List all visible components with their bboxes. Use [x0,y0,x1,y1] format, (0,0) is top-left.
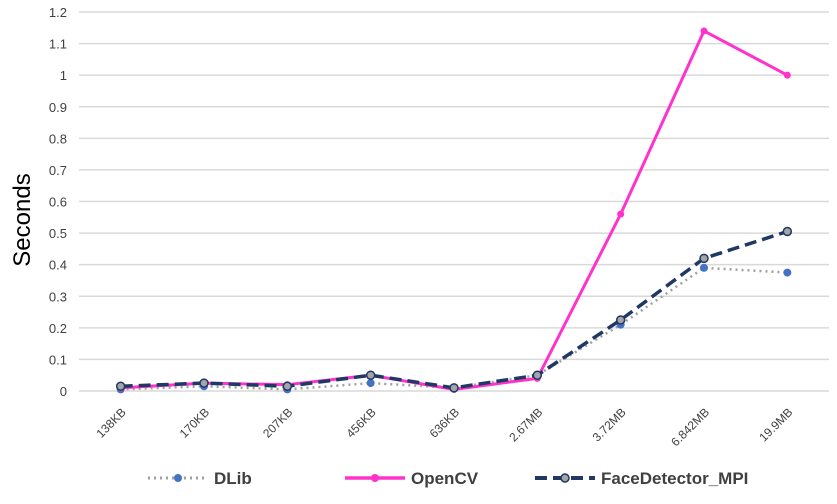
data-point [532,370,543,380]
y-axis-label: Seconds [9,173,36,266]
data-point [700,27,708,35]
x-tick-label: 170KB [177,405,212,440]
data-point [449,383,459,393]
y-tick-label: 0.1 [49,352,67,367]
y-tick-label: 0.6 [49,195,67,210]
data-point [617,210,625,218]
y-tick-label: 1.2 [49,5,67,20]
legend-item-OpenCV: OpenCV [345,469,479,488]
y-tick-label: 0.4 [49,258,67,273]
x-tick-label: 2.67MB [506,405,545,444]
series-OpenCV [117,27,791,393]
legend: DLib OpenCV FaceDetector_MPI [148,469,748,488]
data-point [783,71,791,79]
y-tick-label: 0 [60,384,67,399]
gridlines [79,11,829,392]
y-tick-label: 0.9 [49,100,67,115]
x-tick-label: 456KB [343,405,378,440]
x-tick-label: 6.842MB [668,405,712,449]
y-tick-label: 0.5 [49,226,67,241]
legend-item-DLib: DLib [148,469,252,488]
legend-label: OpenCV [411,469,479,488]
series-line [120,28,789,391]
series-DLib [116,263,792,394]
y-tick-label: 0.7 [49,163,67,178]
data-point [115,381,126,392]
legend-marker [371,474,379,482]
series-line [120,229,788,390]
x-tick-label: 3.72MB [590,405,629,444]
legend-label: DLib [214,469,252,488]
x-axis-ticks: 138KB 170KB 207KB 456KB 636KB 2.67MB 3.72MB 6.8… [93,405,795,449]
y-axis-ticks: 0 0.1 0.2 0.3 0.4 0.5 0.6 0.7 0.8 0.9 1 1.1 1.2 [49,5,67,399]
data-point [365,370,376,380]
legend-item-FaceDetector_MPI: FaceDetector_MPI [535,469,748,488]
legend-marker [560,473,570,483]
y-tick-label: 1 [60,68,67,83]
series-line [120,266,788,391]
legend-label: FaceDetector_MPI [601,469,748,488]
x-tick-label: 636KB [427,405,462,440]
y-tick-label: 0.8 [49,131,67,146]
legend-marker [174,474,182,482]
x-tick-label: 19.9MB [756,405,795,444]
y-tick-label: 0.3 [49,289,67,304]
data-point [699,253,709,264]
x-tick-label: 207KB [260,405,295,440]
data-point [615,315,626,325]
x-tick-label: 138KB [93,405,128,440]
series-FaceDetector_MPI [115,226,793,393]
series-lines [115,27,793,394]
data-point [282,381,293,392]
data-point [366,379,375,388]
data-point [783,268,792,277]
data-point [782,226,793,237]
y-tick-label: 1.1 [49,37,67,52]
data-point [199,378,209,388]
data-point [700,263,708,272]
y-tick-label: 0.2 [49,321,67,336]
